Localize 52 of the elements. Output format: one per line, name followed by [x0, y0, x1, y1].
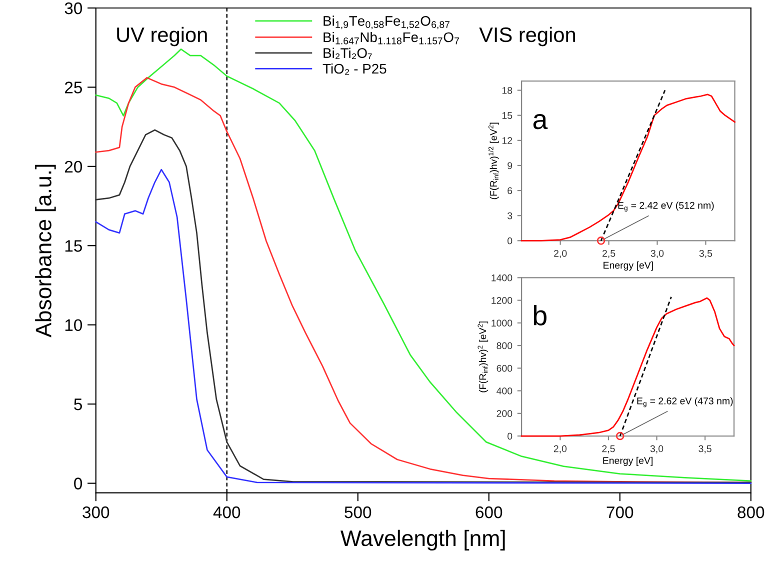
y-tick-label: 0: [508, 237, 512, 244]
annotation: E$_{g}$ = 2.62 eV (473 nm): [637, 397, 733, 408]
x-tick-label: 800: [738, 506, 764, 518]
y-axis-title: Absorbance [a.u.]: [35, 164, 56, 338]
x-tick-label: 600: [476, 506, 502, 518]
y-tick-label: 0: [508, 432, 512, 440]
y-tick-label: 1000: [492, 320, 512, 327]
x-axis-title: Wavelength [nm]: [340, 530, 505, 551]
legend-label: Bi₂Ti₂O₇: [324, 48, 372, 60]
annotation: a: [533, 114, 548, 130]
x-tick-label: 3,0: [650, 445, 664, 454]
y-tick-label: 20: [64, 160, 82, 173]
y-tick-label: 30: [64, 2, 82, 14]
y-tick-label: 3: [507, 212, 512, 220]
x-tick-label: 3,5: [699, 250, 712, 258]
y-tick-label: 12: [502, 137, 512, 144]
annotation: UV region: [117, 26, 207, 46]
y-tick-label: 600: [496, 364, 512, 372]
y-tick-label: 6: [508, 187, 512, 194]
y-axis-title: (F(R$_{inf}$)hv)$^{2}$ [eV$^{2}$]: [478, 322, 488, 392]
x-tick-label: 500: [344, 506, 372, 518]
y-tick-label: 1400: [492, 274, 512, 282]
y-tick-label: 25: [64, 82, 82, 94]
y-tick-label: 0: [74, 478, 82, 490]
y-tick-label: 800: [496, 342, 512, 350]
x-tick-label: 2,5: [602, 250, 616, 258]
x-tick-label: 2,0: [554, 445, 567, 454]
x-tick-label: 2,5: [602, 445, 615, 454]
x-tick-label: 3,5: [698, 445, 712, 454]
x-tick-label: 700: [606, 506, 634, 518]
y-tick-label: 10: [65, 319, 82, 332]
legend-label: Bi$_{1,9}$Te$_{0,58}$Fe$_{1,52}$O$_{6,87}$: [324, 16, 450, 30]
y-tick-label: 200: [496, 410, 512, 418]
annotation: b: [534, 305, 546, 326]
y-tick-label: 15: [65, 240, 82, 252]
y-tick-label: 9: [508, 162, 512, 170]
x-axis-title: Energy [eV]: [604, 262, 653, 271]
legend-label: Bi$_{1.647}$Nb$_{1.118}$Fe$_{1.157}$O$_{7}$: [324, 32, 459, 44]
y-axis-title: (F(R$_{inf}$)hv)$^{1/2}$ [eV$^{2}$]: [488, 122, 499, 200]
x-axis-title: Energy [eV]: [603, 456, 652, 466]
y-tick-label: 5: [74, 398, 82, 410]
x-tick-label: 2,0: [554, 250, 567, 258]
y-tick-label: 15: [502, 112, 512, 119]
y-tick-label: 18: [502, 87, 512, 94]
x-tick-label: 300: [82, 506, 110, 518]
legend-label: TiO₂ - P25: [322, 63, 386, 75]
annotation: VIS region: [479, 26, 575, 46]
y-tick-label: 400: [496, 388, 512, 394]
y-tick-label: 1200: [492, 297, 512, 304]
x-tick-label: 400: [213, 506, 240, 518]
x-tick-label: 3,0: [650, 250, 664, 258]
annotation: E$_{g}$ = 2.42 eV (512 nm): [618, 202, 714, 212]
